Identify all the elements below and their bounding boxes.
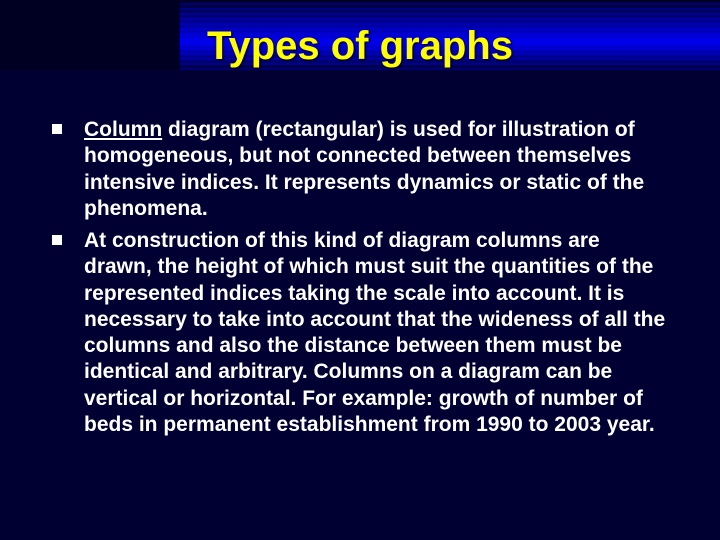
slide-title: Types of graphs [48, 24, 672, 69]
underlined-term: Column [84, 118, 162, 141]
list-item: At construction of this kind of diagram … [48, 228, 672, 438]
bullet-list: Column diagram (rectangular) is used for… [48, 117, 672, 438]
bullet-text: At construction of this kind of diagram … [84, 229, 665, 436]
bullet-square-icon [52, 235, 62, 245]
slide: Types of graphs Column diagram (rectangu… [0, 0, 720, 540]
bullet-square-icon [52, 124, 62, 134]
list-item: Column diagram (rectangular) is used for… [48, 117, 672, 222]
bullet-rest: At construction of this kind of diagram … [84, 229, 665, 436]
bullet-text: Column diagram (rectangular) is used for… [84, 118, 644, 220]
bullet-rest: diagram (rectangular) is used for illust… [84, 118, 644, 220]
